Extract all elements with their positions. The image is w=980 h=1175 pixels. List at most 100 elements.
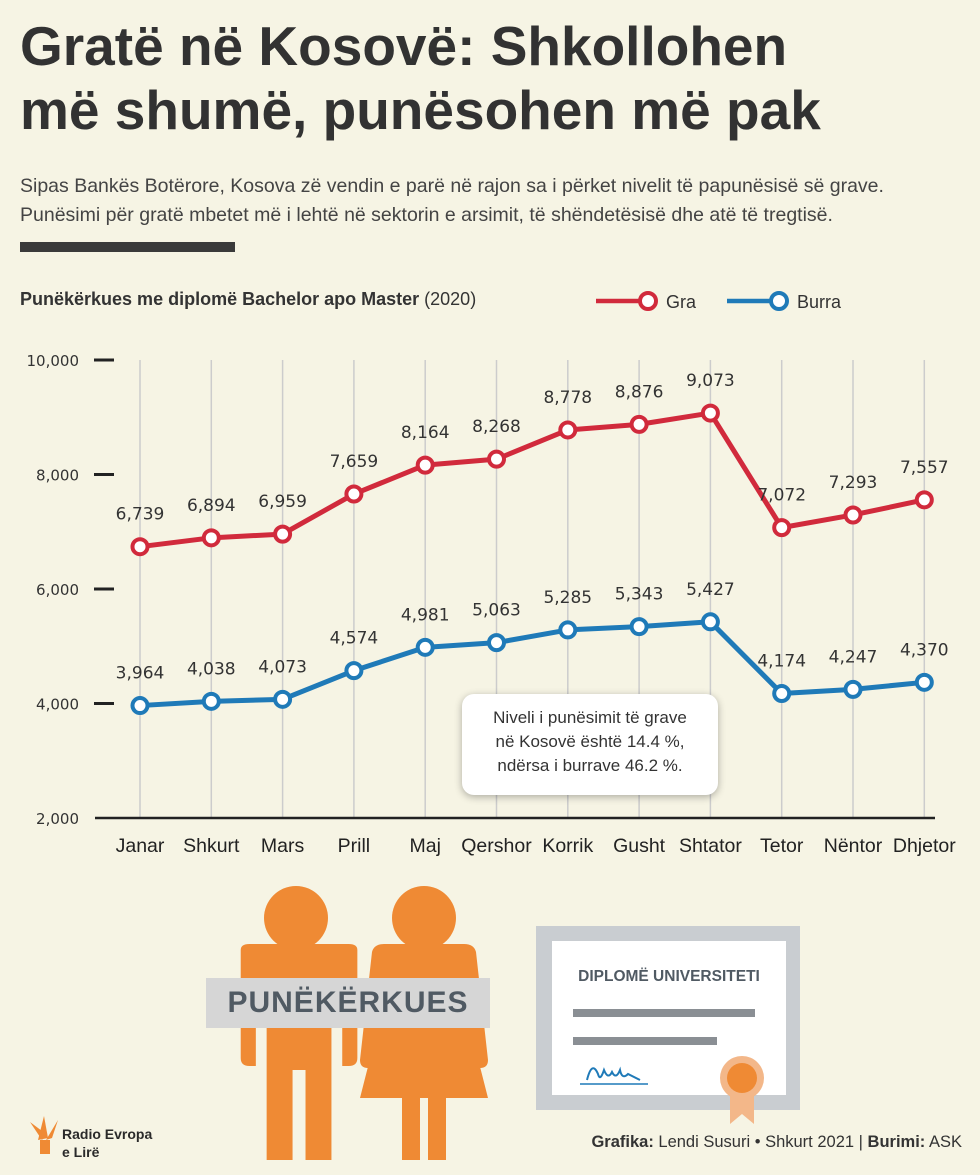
data-point <box>415 637 435 657</box>
chart-heading-year: (2020) <box>424 289 477 309</box>
series-layer: 6,739 6,894 6,959 7,659 8,164 8,268 8,778 8,876… <box>116 371 949 716</box>
source-value: ASK <box>928 1133 962 1151</box>
subtitle-line-2: Punësimi për gratë mbetet më i lehtë në … <box>20 204 833 226</box>
x-tick-label: Dhjetor <box>893 835 956 857</box>
x-tick-label: Prill <box>338 835 371 857</box>
data-point <box>273 524 293 544</box>
x-tick-label: Maj <box>409 835 440 857</box>
data-point <box>273 689 293 709</box>
data-point <box>344 484 364 504</box>
data-point <box>344 661 364 681</box>
data-point <box>415 455 435 475</box>
data-point <box>843 505 863 525</box>
legend-label: Burra <box>797 292 842 312</box>
data-label: 3,964 <box>116 664 165 684</box>
x-tick-label: Shtator <box>679 835 742 857</box>
data-label: 5,285 <box>543 588 592 608</box>
employment-callout: Niveli i punësimit të grave në Kosovë ës… <box>462 694 718 795</box>
data-label: 4,370 <box>900 640 949 660</box>
title-line-2: më shumë, punësohen më pak <box>20 79 821 141</box>
data-point <box>700 612 720 632</box>
data-label: 4,981 <box>401 605 450 625</box>
graphics-label: Grafika: <box>591 1133 654 1151</box>
data-point <box>558 420 578 440</box>
data-point <box>130 537 150 557</box>
legend: Gra Burra <box>596 291 842 312</box>
legend-marker <box>769 291 789 311</box>
chart-heading-bold: Punëkërkues me diplomë Bachelor apo Mast… <box>20 289 420 309</box>
data-label: 7,072 <box>757 486 806 506</box>
subtitle: Sipas Bankës Botërore, Kosova zë vendin … <box>20 172 970 230</box>
subtitle-line-1: Sipas Bankës Botërore, Kosova zë vendin … <box>20 175 884 197</box>
x-tick-label: Mars <box>261 835 305 857</box>
y-tick-label: 8,000 <box>36 467 79 485</box>
data-point <box>558 620 578 640</box>
header-divider <box>20 242 235 252</box>
graphics-value: Lendi Susuri • Shkurt 2021 | <box>658 1133 863 1151</box>
seal-icon <box>720 1056 764 1124</box>
footer-credits: Grafika: Lendi Susuri • Shkurt 2021 | Bu… <box>591 1133 962 1152</box>
data-label: 9,073 <box>686 371 735 391</box>
x-tick-label: Tetor <box>760 835 804 857</box>
data-point <box>843 679 863 699</box>
callout-line-1: Niveli i punësimit të grave <box>493 708 687 727</box>
page-title: Gratë në Kosovë: Shkollohen më shumë, pu… <box>20 14 970 142</box>
data-label: 6,959 <box>258 492 307 512</box>
data-point <box>201 691 221 711</box>
y-tick-label: 4,000 <box>36 696 79 714</box>
data-label: 4,247 <box>829 647 878 667</box>
y-tick-label: 6,000 <box>36 581 79 599</box>
data-label: 4,174 <box>757 652 806 672</box>
job-seekers-label: PUNËKËRKUES <box>206 978 490 1028</box>
data-point <box>487 633 506 653</box>
data-point <box>914 490 934 510</box>
x-tick-label: Gusht <box>613 835 666 857</box>
brand-line-1: Radio Evropa <box>62 1126 153 1142</box>
x-tick-label: Nëntor <box>824 835 883 857</box>
title-line-1: Gratë në Kosovë: Shkollohen <box>20 15 788 77</box>
series-line-gra <box>139 410 925 550</box>
brand-name: Radio Evropa e Lirë <box>62 1125 152 1161</box>
data-point <box>130 696 150 716</box>
radio-logo-icon <box>30 1116 58 1154</box>
data-point <box>772 684 792 704</box>
data-point <box>772 518 792 538</box>
data-point <box>487 449 506 469</box>
callout-line-2: në Kosovë është 14.4 %, <box>495 732 685 751</box>
data-label: 4,574 <box>330 629 379 649</box>
legend-marker <box>638 291 658 311</box>
chart-heading: Punëkërkues me diplomë Bachelor apo Mast… <box>20 289 476 310</box>
data-label: 7,557 <box>900 458 949 478</box>
data-point <box>629 617 649 637</box>
data-label: 8,778 <box>543 388 592 408</box>
data-point <box>201 528 221 548</box>
axis-layer: 2,000 4,000 6,000 8,000 10,000 Janar Shkurt Mar… <box>27 352 957 857</box>
data-label: 4,038 <box>187 659 236 679</box>
legend-label: Gra <box>666 292 697 312</box>
brand-line-2: e Lirë <box>62 1144 100 1160</box>
data-label: 6,894 <box>187 496 236 516</box>
data-point <box>629 414 649 434</box>
y-tick-label: 10,000 <box>27 352 80 370</box>
x-tick-label: Shkurt <box>183 835 240 857</box>
x-tick-label: Qershor <box>461 835 532 857</box>
data-label: 7,293 <box>829 473 878 493</box>
callout-line-3: ndërsa i burrave 46.2 %. <box>497 756 683 775</box>
data-label: 5,343 <box>615 585 664 605</box>
y-tick-label: 2,000 <box>36 810 79 828</box>
data-label: 4,073 <box>258 657 307 677</box>
data-label: 8,268 <box>472 417 521 437</box>
source-label: Burimi: <box>867 1133 926 1151</box>
series-line-burra <box>139 619 925 709</box>
data-label: 7,659 <box>330 452 379 472</box>
data-label: 5,427 <box>686 580 735 600</box>
data-label: 8,164 <box>401 423 450 443</box>
data-label: 5,063 <box>472 601 521 621</box>
data-point <box>914 672 934 692</box>
data-label: 6,739 <box>116 505 165 525</box>
x-tick-label: Janar <box>116 835 165 857</box>
diploma-title: DIPLOMË UNIVERSITETI <box>578 968 760 985</box>
data-label: 8,876 <box>615 382 664 402</box>
